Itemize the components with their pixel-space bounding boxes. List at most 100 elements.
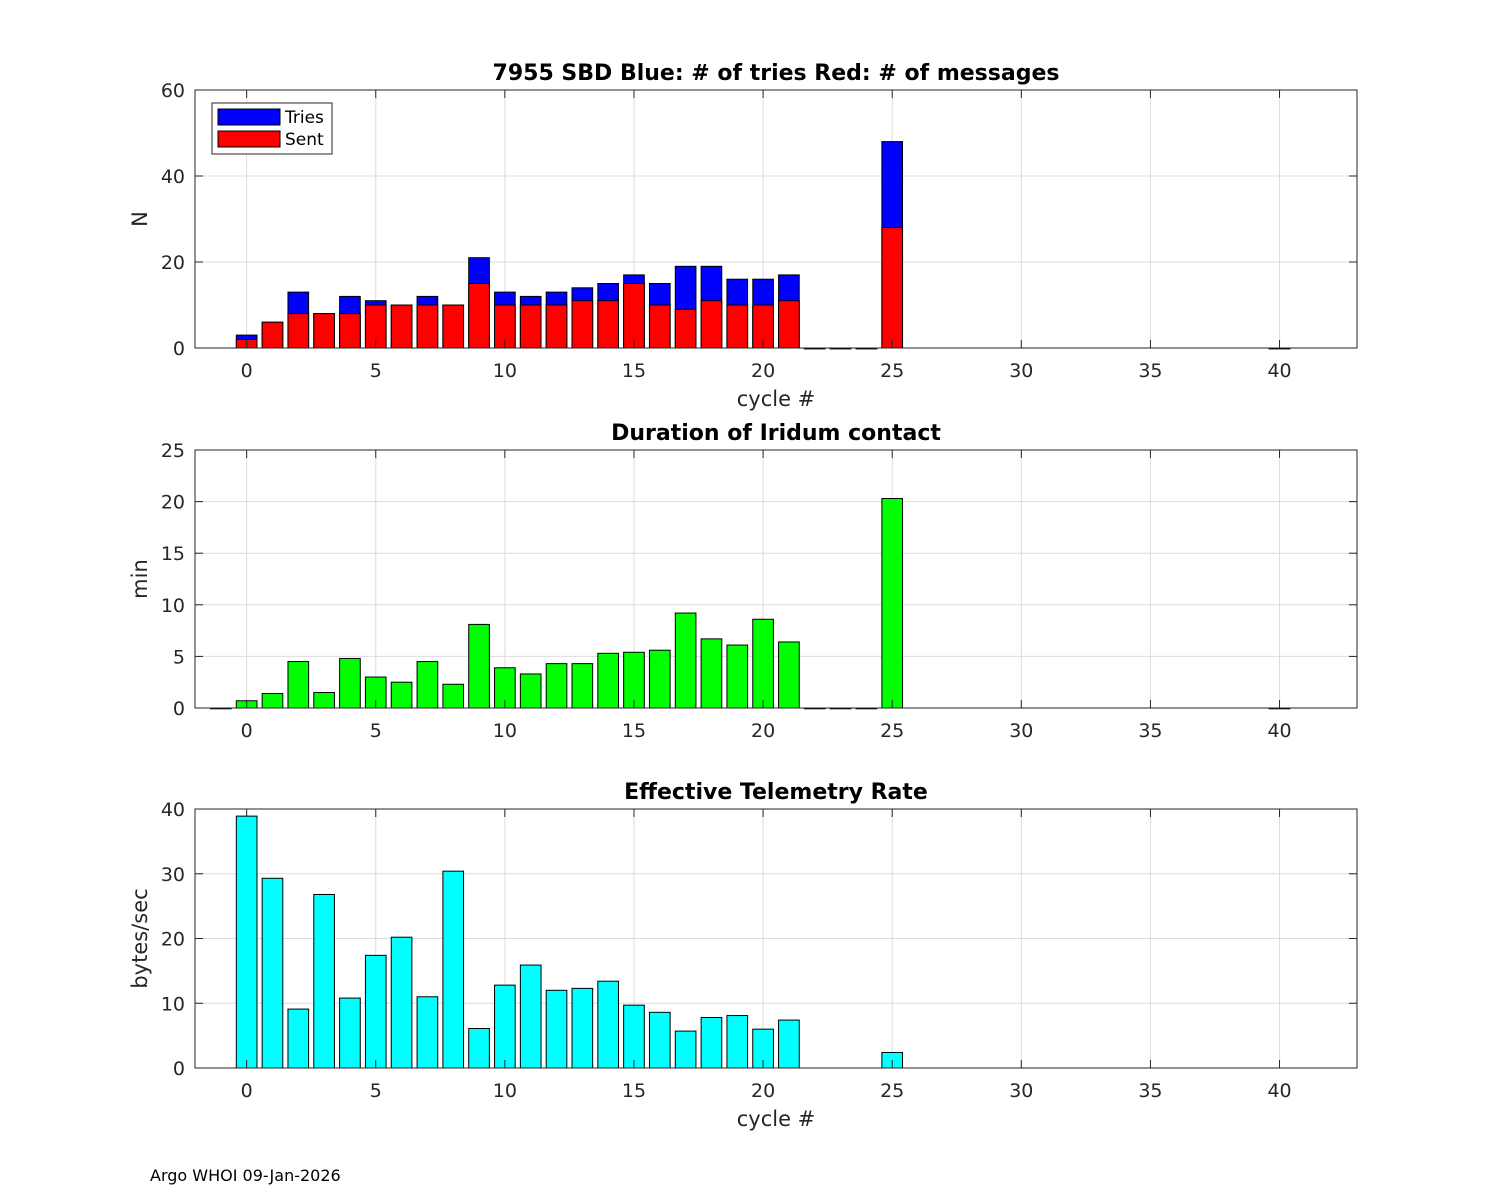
y-tick-label: 20	[161, 929, 185, 951]
bar	[597, 980, 619, 1069]
bar-sent	[313, 313, 335, 349]
chart-title: Duration of Iridum contact	[611, 421, 941, 446]
bar	[545, 663, 568, 709]
bar	[700, 638, 723, 709]
x-tick-label: 35	[1138, 360, 1162, 382]
bar-sent	[597, 300, 619, 349]
bar-sent	[726, 304, 749, 349]
bar	[778, 641, 800, 709]
x-tick-label: 35	[1138, 1080, 1162, 1102]
bar-sent	[674, 308, 697, 349]
y-tick-label: 20	[161, 252, 185, 274]
bar-sent	[416, 304, 439, 349]
x-tick-label: 5	[370, 720, 382, 742]
bar	[313, 692, 335, 709]
y-tick-label: 0	[173, 698, 185, 720]
x-tick-label: 40	[1267, 1080, 1291, 1102]
bar	[571, 663, 594, 709]
x-tick-label: 30	[1009, 1080, 1033, 1102]
y-axis-label: N	[128, 211, 152, 227]
y-tick-label: 40	[161, 166, 185, 188]
x-tick-label: 5	[370, 1080, 382, 1102]
y-tick-label: 15	[161, 543, 185, 565]
x-tick-label: 25	[880, 360, 904, 382]
bar-sent	[287, 313, 310, 349]
axes-box	[194, 449, 1358, 709]
bar	[442, 870, 465, 1069]
y-tick-label: 10	[161, 993, 185, 1015]
y-axis-label: min	[128, 559, 152, 599]
bar	[416, 661, 439, 709]
bar	[545, 989, 568, 1069]
chart-panel-1: 0 5 10 15 20 25 30 35 40 0 20 40 60 7955 SBD Blue: # …	[128, 61, 1358, 411]
bar	[648, 1011, 671, 1069]
bar	[571, 987, 594, 1069]
bar	[339, 657, 361, 709]
bar-sent	[261, 321, 284, 349]
bar	[726, 644, 749, 709]
bar	[674, 612, 697, 709]
chart-title: Effective Telemetry Rate	[624, 780, 928, 805]
x-tick-label: 10	[493, 720, 517, 742]
x-tick-label: 15	[622, 360, 646, 382]
x-tick-label: 20	[751, 360, 775, 382]
x-tick-label: 15	[622, 1080, 646, 1102]
bar	[364, 954, 387, 1069]
x-tick-label: 30	[1009, 720, 1033, 742]
x-tick-label: 30	[1009, 360, 1033, 382]
plot-area	[195, 450, 1357, 708]
bar	[287, 1008, 310, 1069]
chart-panel-2: 0 5 10 15 20 25 30 35 40 0 5 10 15 20 25 Duration of Ir…	[128, 421, 1358, 742]
bar	[881, 498, 904, 709]
x-tick-label: 10	[493, 360, 517, 382]
bar	[261, 693, 284, 709]
bar-sent	[648, 304, 671, 349]
y-tick-label: 10	[161, 595, 185, 617]
y-tick-label: 0	[173, 1058, 185, 1080]
legend-swatch-tries	[217, 108, 281, 126]
x-tick-label: 15	[622, 720, 646, 742]
bar	[235, 815, 258, 1069]
y-tick-label: 20	[161, 492, 185, 514]
bar	[339, 997, 361, 1069]
bar-sent	[623, 283, 645, 349]
bar	[416, 996, 439, 1069]
bar-sent	[442, 304, 465, 349]
bar	[287, 661, 310, 709]
x-tick-label: 25	[880, 1080, 904, 1102]
bar	[442, 683, 465, 709]
x-tick-label: 20	[751, 1080, 775, 1102]
bar-sent	[700, 300, 723, 349]
bar	[468, 623, 490, 709]
bar-sent	[390, 304, 413, 349]
bar	[726, 1015, 749, 1069]
footer-label: Argo WHOI 09-Jan-2026	[150, 1166, 341, 1185]
y-tick-label: 0	[173, 338, 185, 360]
x-tick-label: 40	[1267, 720, 1291, 742]
bar	[468, 1028, 490, 1069]
bar	[313, 893, 335, 1069]
x-tick-label: 5	[370, 360, 382, 382]
chart-title: 7955 SBD Blue: # of tries Red: # of mess…	[493, 61, 1060, 86]
x-tick-label: 0	[241, 720, 253, 742]
bar	[623, 1004, 645, 1069]
bar	[700, 1016, 723, 1069]
x-tick-label: 10	[493, 1080, 517, 1102]
bar	[778, 1019, 800, 1069]
legend-label-tries: Tries	[284, 108, 324, 128]
bar-sent	[881, 227, 904, 349]
plot-area	[195, 90, 1357, 348]
x-tick-label: 0	[241, 1080, 253, 1102]
bar	[597, 652, 619, 709]
bar	[623, 651, 645, 709]
y-tick-label: 5	[173, 646, 185, 668]
x-tick-label: 20	[751, 720, 775, 742]
y-axis-label: bytes/sec	[128, 888, 152, 988]
axes-box	[194, 89, 1358, 349]
x-tick-label: 40	[1267, 360, 1291, 382]
bar	[752, 618, 774, 709]
bar	[519, 964, 542, 1069]
y-tick-label: 25	[161, 440, 185, 462]
legend-label-sent: Sent	[285, 130, 324, 150]
